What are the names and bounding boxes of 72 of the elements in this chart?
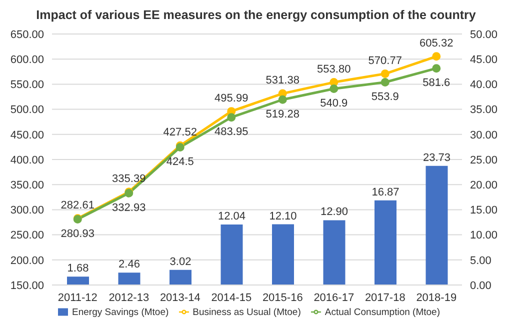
legend-label: Actual Consumption (Mtoe) — [324, 307, 440, 318]
bar — [170, 270, 192, 285]
y-tick-label: 600.00 — [10, 54, 44, 66]
bar — [374, 200, 396, 285]
bar — [220, 224, 243, 285]
data-label: 531.38 — [266, 74, 300, 87]
data-label: 16.87 — [372, 186, 400, 198]
data-label: 553.9 — [371, 91, 399, 104]
data-label: 540.9 — [320, 98, 348, 110]
data-label: 581.6 — [422, 77, 450, 90]
y2-tick-label: 25.00 — [470, 154, 498, 166]
y-tick-label: 150.00 — [10, 280, 44, 292]
x-tick-label: 2016-17 — [314, 292, 354, 304]
y2-tick-label: 10.00 — [470, 230, 498, 242]
y-tick-label: 550.00 — [10, 79, 44, 92]
y-tick-label: 650.00 — [10, 28, 44, 41]
legend-label: Energy Savings (Mtoe) — [72, 307, 169, 318]
y2-tick-label: 20.00 — [470, 180, 498, 192]
y-tick-label: 200.00 — [10, 254, 44, 267]
data-label: 1.68 — [67, 262, 89, 275]
y2-tick-label: 45.00 — [470, 54, 498, 66]
data-label: 483.95 — [214, 126, 248, 138]
y2-tick-label: 40.00 — [470, 79, 498, 92]
y-tick-label: 450.00 — [10, 129, 44, 142]
data-label: 3.02 — [170, 256, 192, 268]
y-tick-label: 400.00 — [10, 154, 44, 166]
x-tick-label: 2014-15 — [211, 292, 252, 304]
x-tick-label: 2015-16 — [262, 292, 303, 304]
x-tick-label: 2012-13 — [108, 292, 150, 304]
y2-tick-label: 30.00 — [470, 129, 498, 142]
data-label: 570.77 — [368, 54, 402, 67]
x-tick-label: 2011-12 — [58, 292, 98, 304]
data-label: 280.93 — [60, 228, 94, 240]
data-label: 12.90 — [320, 206, 348, 218]
y2-tick-label: 0.00 — [470, 280, 492, 292]
data-label: 12.10 — [269, 210, 297, 222]
data-label: 282.61 — [60, 199, 94, 212]
point — [330, 84, 338, 94]
y2-tick-label: 35.00 — [470, 104, 498, 116]
point — [432, 52, 441, 61]
y2-tick-label: 5.00 — [470, 254, 492, 267]
point — [380, 78, 390, 86]
bar — [323, 220, 346, 285]
y-tick-label: 350.00 — [10, 180, 44, 192]
data-label: 495.99 — [214, 92, 248, 104]
y-tick-label: 500.00 — [10, 104, 44, 116]
bar — [426, 166, 448, 285]
data-label: 332.93 — [112, 202, 146, 214]
data-label: 424.5 — [166, 156, 194, 168]
data-label: 427.52 — [163, 126, 197, 139]
chart-title: Impact of various EE measures on the energy consumption of the country — [35, 8, 477, 22]
data-label: 2.46 — [118, 258, 140, 271]
data-label: 605.32 — [420, 37, 454, 50]
y-tick-label: 300.00 — [10, 204, 44, 217]
bar — [118, 272, 140, 285]
bar — [67, 276, 89, 285]
point — [380, 70, 390, 78]
y-tick-label: 250.00 — [10, 230, 44, 242]
bar — [272, 224, 294, 285]
y2-tick-label: 50.00 — [470, 28, 498, 41]
data-label: 553.80 — [317, 63, 351, 76]
data-label: 12.04 — [218, 210, 246, 223]
x-tick-label: 2017-18 — [364, 292, 406, 304]
y2-tick-label: 15.00 — [470, 204, 498, 217]
point — [227, 113, 236, 122]
x-tick-label: 2013-14 — [160, 292, 200, 304]
point — [278, 95, 287, 104]
point — [432, 64, 441, 73]
data-label: 519.28 — [266, 108, 300, 120]
data-label: 23.73 — [422, 152, 451, 164]
legend-label: Business as Usual (Mtoe) — [192, 307, 301, 318]
x-tick-label: 2018-19 — [416, 292, 457, 304]
